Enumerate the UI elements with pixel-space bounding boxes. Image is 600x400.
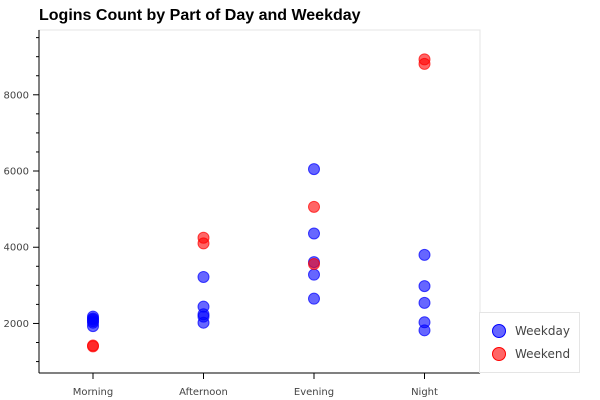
data-point-weekend (197, 237, 210, 250)
plot-area (38, 29, 481, 374)
data-point-weekend (87, 340, 99, 353)
legend: Weekday Weekend (479, 312, 580, 373)
legend-item-weekday[interactable]: Weekday (492, 322, 570, 340)
data-point-weekend (418, 57, 431, 70)
x-tick-label: Afternoon (179, 387, 228, 398)
legend-swatch-weekend (492, 347, 506, 361)
y-tick-label: 2000 (4, 319, 29, 330)
y-tick-label: 4000 (4, 243, 29, 254)
data-point-weekday (308, 227, 320, 240)
x-tick-label: Evening (294, 387, 334, 398)
y-tick-label: 8000 (4, 90, 29, 101)
data-point-weekday (418, 296, 431, 309)
y-axis: 2000 4000 6000 8000 (4, 30, 40, 373)
data-point-weekday (87, 320, 99, 333)
data-point-weekend (308, 200, 320, 213)
data-point-weekday (418, 280, 431, 293)
chart-title: Logins Count by Part of Day and Weekday (39, 7, 361, 24)
data-point-weekday (197, 270, 210, 283)
data-point-weekday (308, 163, 320, 176)
legend-item-weekend[interactable]: Weekend (492, 345, 570, 363)
legend-swatch-weekday (492, 324, 506, 338)
x-tick-label: Night (411, 387, 438, 398)
data-point-weekday (418, 248, 431, 261)
data-point-weekday (308, 268, 320, 281)
data-point-weekend (308, 258, 320, 271)
x-axis: Morning Afternoon Evening Night (39, 372, 480, 398)
data-point-weekday (308, 292, 320, 305)
legend-label-weekday: Weekday (515, 324, 570, 338)
data-points (87, 53, 431, 353)
data-point-weekday (418, 324, 431, 337)
x-tick-label: Morning (73, 387, 113, 398)
data-point-weekday (197, 316, 210, 329)
legend-label-weekend: Weekend (515, 347, 571, 361)
y-tick-label: 6000 (4, 167, 29, 178)
